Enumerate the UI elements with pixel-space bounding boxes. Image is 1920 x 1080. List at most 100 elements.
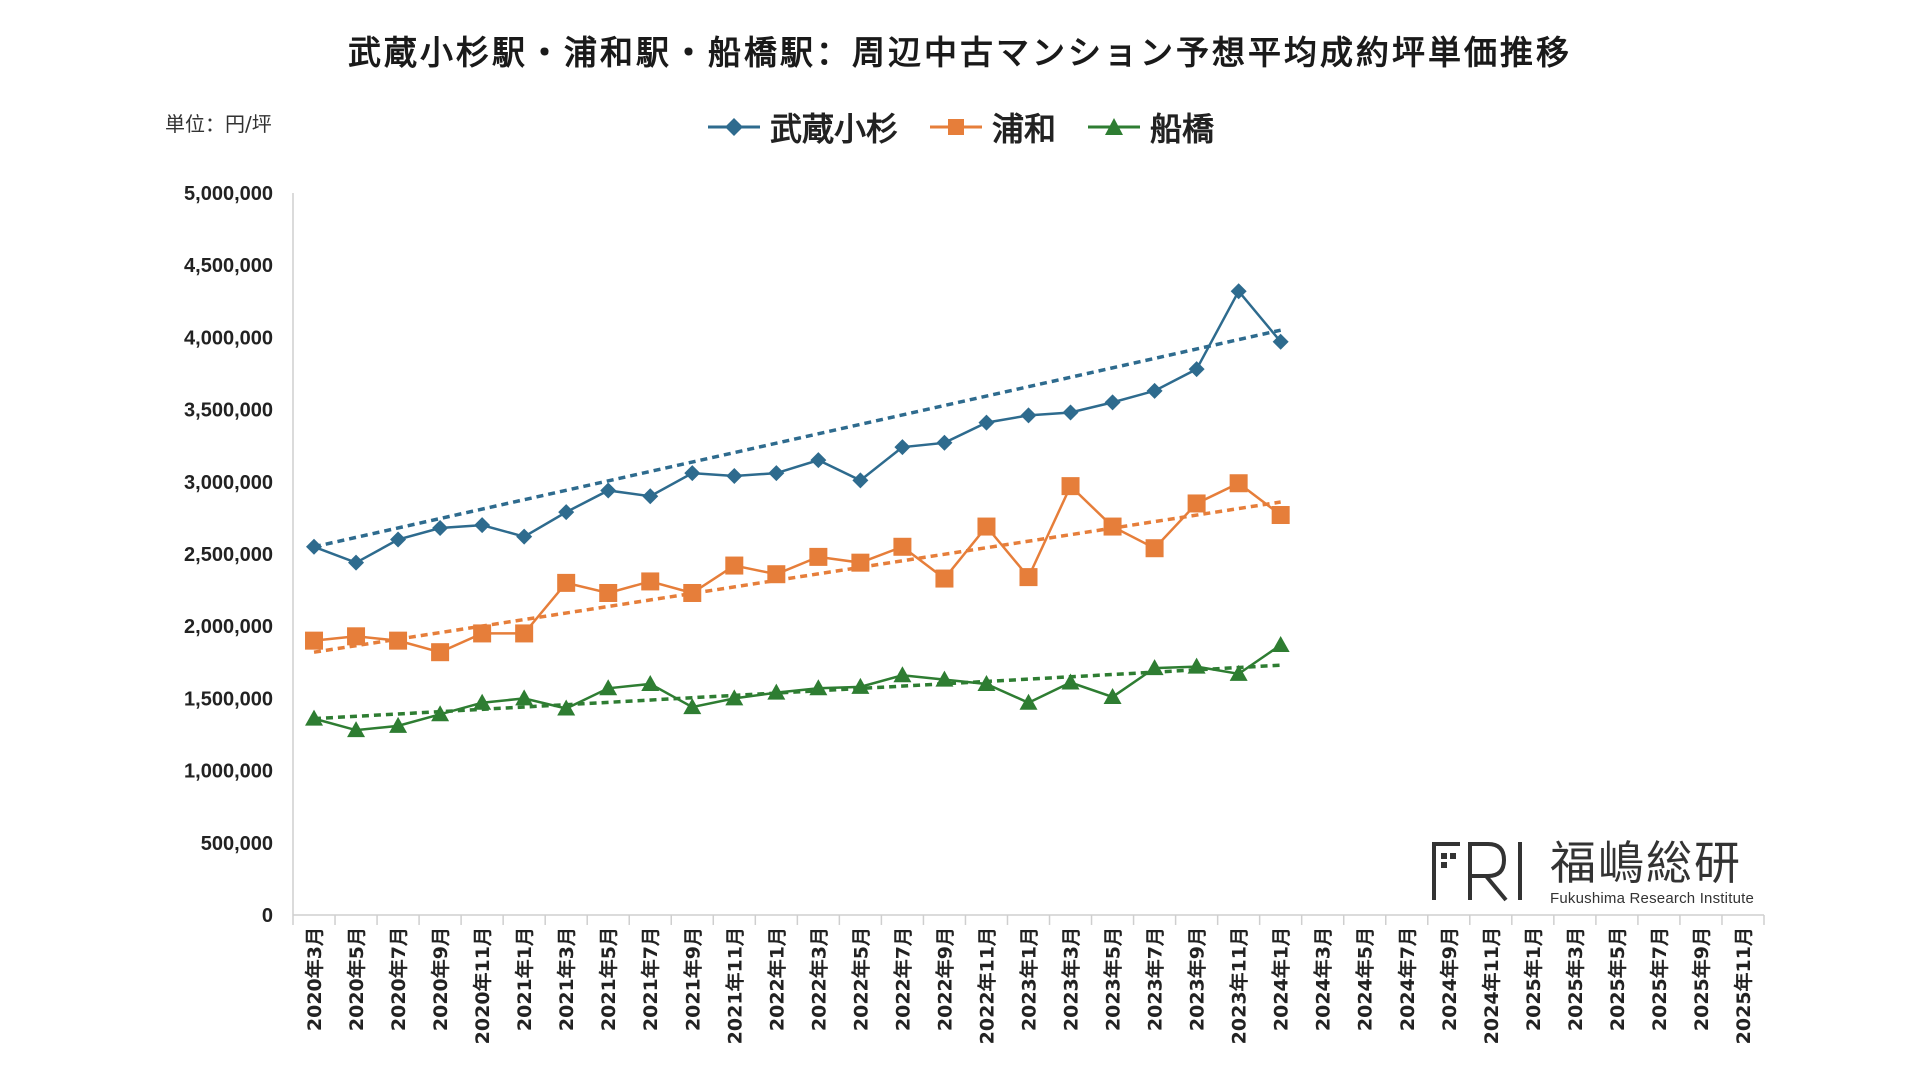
data-point-square: [1019, 568, 1038, 587]
legend-label-funabashi: 船橋: [1150, 110, 1215, 148]
trendline-2: [313, 663, 1281, 721]
data-point-diamond: [306, 538, 323, 555]
logo: 福嶋総研 Fukushima Research Institute: [1430, 838, 1754, 907]
data-point-square: [557, 573, 576, 592]
y-tick-label: 500,000: [201, 833, 273, 855]
fri-logo-icon: [1432, 842, 1522, 902]
y-tick-label: 4,000,000: [184, 327, 273, 349]
data-point-square: [977, 517, 996, 536]
data-point-square: [725, 556, 744, 575]
data-point-square: [851, 553, 870, 572]
trendline-1: [313, 500, 1281, 654]
data-point-diamond: [1230, 283, 1247, 300]
data-point-square: [1271, 506, 1290, 525]
data-point-square: [473, 624, 492, 643]
data-point-diamond: [390, 531, 407, 548]
x-tick-label: 2024年11月: [1480, 927, 1503, 1044]
data-point-triangle: [431, 705, 450, 722]
data-point-triangle: [1061, 673, 1080, 690]
trendlines: [313, 328, 1282, 721]
data-point-square: [431, 643, 450, 662]
data-point-square: [809, 547, 828, 566]
x-tick-label: 2023年5月: [1102, 927, 1125, 1031]
triangle-marker-icon: [1088, 118, 1140, 135]
legend-label-urawa: 浦和: [991, 110, 1056, 148]
data-point-triangle: [347, 721, 366, 738]
series-line-1: [313, 481, 1282, 654]
legend: 武蔵小杉 浦和 船橋: [0, 104, 1920, 150]
data-point-diamond: [1188, 361, 1205, 378]
data-point-triangle: [1271, 635, 1290, 652]
data-point-square: [389, 631, 408, 650]
series-line-0: [313, 288, 1282, 565]
data-point-square: [683, 583, 702, 602]
series-lines: [313, 288, 1282, 732]
y-tick-label: 1,000,000: [184, 761, 273, 783]
unit-label: 単位：円/坪: [165, 112, 272, 136]
data-point-diamond: [1062, 404, 1079, 421]
x-tick-label: 2025年1月: [1522, 927, 1545, 1031]
legend-item-urawa: 浦和: [928, 104, 1056, 150]
data-point-diamond: [474, 517, 491, 534]
x-tick-label: 2020年7月: [387, 927, 410, 1031]
y-tick-label: 5,000,000: [184, 183, 273, 205]
data-point-triangle: [725, 689, 744, 706]
data-point-square: [599, 583, 618, 602]
data-point-diamond: [768, 465, 785, 482]
square-marker-icon: [929, 119, 982, 135]
x-tick-label: 2022年5月: [849, 927, 872, 1031]
legend-label-musashikosugi: 武蔵小杉: [769, 110, 898, 148]
data-point-triangle: [809, 679, 828, 696]
y-tick-label: 2,500,000: [184, 544, 273, 566]
data-point-square: [935, 569, 954, 588]
x-tick-label: 2021年7月: [639, 927, 662, 1031]
data-point-triangle: [683, 698, 702, 715]
data-point-diamond: [1146, 382, 1163, 399]
data-point-diamond: [432, 520, 449, 537]
data-point-diamond: [1104, 394, 1121, 411]
data-point-triangle: [557, 699, 576, 716]
x-tick-label: 2024年1月: [1270, 927, 1293, 1031]
x-tick-label: 2022年11月: [975, 927, 998, 1044]
y-tick-label: 3,500,000: [184, 400, 273, 422]
data-point-diamond: [642, 488, 659, 505]
y-tick-label: 0: [262, 905, 273, 927]
data-point-square: [1061, 477, 1080, 496]
data-point-square: [305, 631, 324, 650]
x-tick-label: 2024年3月: [1312, 927, 1335, 1031]
x-tick-label: 2025年7月: [1648, 927, 1671, 1031]
x-tick-label: 2020年3月: [303, 927, 326, 1031]
data-point-square: [641, 572, 660, 591]
data-point-square: [1103, 517, 1122, 536]
data-markers: [305, 283, 1290, 738]
data-point-square: [515, 624, 534, 643]
data-point-diamond: [894, 439, 911, 456]
x-tick-label: 2021年11月: [723, 927, 746, 1044]
logo-text: 福嶋総研 Fukushima Research Institute: [1550, 838, 1754, 907]
data-point-square: [1145, 539, 1164, 558]
data-point-diamond: [978, 414, 995, 431]
data-point-triangle: [473, 693, 492, 710]
data-point-square: [767, 565, 786, 584]
data-point-triangle: [515, 689, 534, 706]
data-point-diamond: [936, 434, 953, 451]
x-tick-label: 2024年5月: [1354, 927, 1377, 1031]
x-tick-label: 2025年11月: [1732, 927, 1755, 1044]
data-point-triangle: [767, 683, 786, 700]
data-point-triangle: [305, 709, 324, 726]
data-point-diamond: [726, 468, 743, 485]
x-tick-label: 2023年11月: [1228, 927, 1251, 1044]
data-point-diamond: [1020, 407, 1037, 424]
data-point-triangle: [893, 666, 912, 683]
data-point-triangle: [1103, 687, 1122, 704]
axes: 5,000,000 4,500,000 4,000,000 3,500,000 3,00…: [184, 183, 1765, 1044]
legend-item-funabashi: 船橋: [1086, 104, 1214, 150]
legend-item-musashikosugi: 武蔵小杉: [706, 104, 898, 150]
logo-subtitle: Fukushima Research Institute: [1550, 890, 1755, 907]
logo-name: 福嶋総研: [1550, 836, 1742, 890]
data-point-triangle: [1019, 693, 1038, 710]
data-point-triangle: [389, 716, 408, 733]
data-point-diamond: [852, 472, 869, 489]
data-point-diamond: [684, 465, 701, 482]
